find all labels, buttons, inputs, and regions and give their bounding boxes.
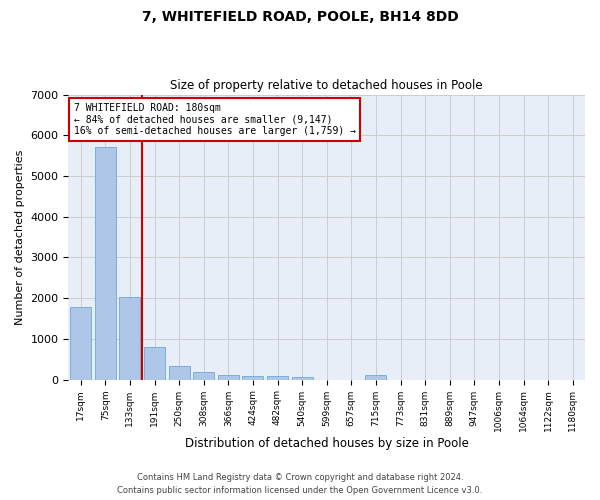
Title: Size of property relative to detached houses in Poole: Size of property relative to detached ho…	[170, 79, 483, 92]
X-axis label: Distribution of detached houses by size in Poole: Distribution of detached houses by size …	[185, 437, 469, 450]
Text: Contains HM Land Registry data © Crown copyright and database right 2024.
Contai: Contains HM Land Registry data © Crown c…	[118, 474, 482, 495]
Bar	[292, 377, 313, 380]
Bar	[267, 376, 288, 380]
Bar	[242, 376, 263, 380]
Bar	[119, 297, 140, 380]
Bar	[70, 307, 91, 380]
Bar	[193, 372, 214, 380]
Text: 7 WHITEFIELD ROAD: 180sqm
← 84% of detached houses are smaller (9,147)
16% of se: 7 WHITEFIELD ROAD: 180sqm ← 84% of detac…	[74, 103, 356, 136]
Bar	[365, 375, 386, 380]
Bar	[169, 366, 190, 380]
Y-axis label: Number of detached properties: Number of detached properties	[15, 150, 25, 325]
Bar	[95, 148, 116, 380]
Bar	[144, 347, 165, 380]
Text: 7, WHITEFIELD ROAD, POOLE, BH14 8DD: 7, WHITEFIELD ROAD, POOLE, BH14 8DD	[142, 10, 458, 24]
Bar	[218, 375, 239, 380]
